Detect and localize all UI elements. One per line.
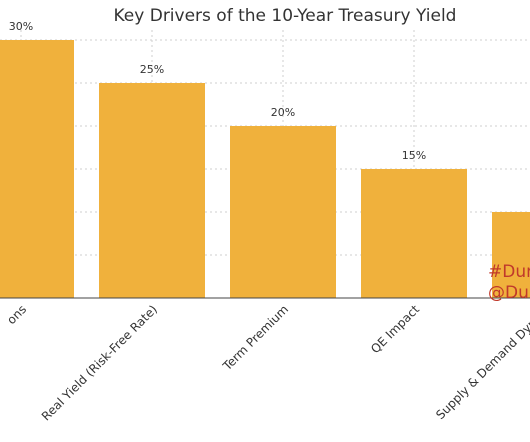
chart-title: Key Drivers of the 10-Year Treasury Yiel… [114,6,457,26]
bar [230,126,336,298]
bar-value-label: 15% [402,149,426,162]
x-tick-labels: ons Real Yield (Risk-Free Rate) Term Premi… [4,302,530,423]
bar [0,40,74,298]
bars [0,40,530,298]
x-tick-label: Supply & Demand Dynam [433,302,530,422]
watermark-line-1: #Dur [488,262,530,282]
bar [361,169,467,298]
x-tick-label: Term Premium [219,302,291,374]
bar-value-label: 20% [271,106,295,119]
bar-value-label: 30% [9,20,33,33]
x-tick-label: ons [4,302,29,327]
value-labels: 30% 25% 20% 15% [9,20,426,162]
bar [99,83,205,298]
watermark-line-2: @Du [488,283,529,303]
bar [492,212,530,298]
x-tick-label: Real Yield (Risk-Free Rate) [39,302,160,423]
x-tick-label: QE Impact [368,302,422,356]
bar-value-label: 25% [140,63,164,76]
